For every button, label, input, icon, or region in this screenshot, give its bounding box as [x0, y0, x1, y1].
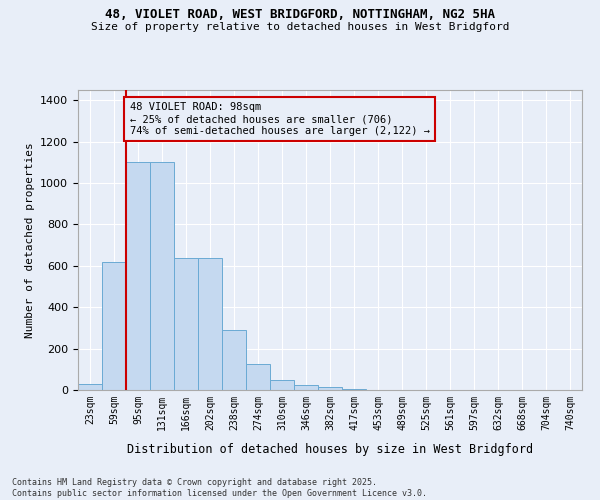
Bar	[222, 330, 246, 390]
Bar	[294, 385, 318, 390]
Bar	[270, 380, 294, 390]
Bar	[102, 262, 126, 390]
Bar	[150, 162, 174, 390]
Y-axis label: Number of detached properties: Number of detached properties	[25, 142, 35, 338]
Bar	[342, 389, 366, 390]
Text: 48, VIOLET ROAD, WEST BRIDGFORD, NOTTINGHAM, NG2 5HA: 48, VIOLET ROAD, WEST BRIDGFORD, NOTTING…	[105, 8, 495, 20]
Text: 48 VIOLET ROAD: 98sqm
← 25% of detached houses are smaller (706)
74% of semi-det: 48 VIOLET ROAD: 98sqm ← 25% of detached …	[130, 102, 430, 136]
Bar	[174, 258, 198, 390]
Text: Size of property relative to detached houses in West Bridgford: Size of property relative to detached ho…	[91, 22, 509, 32]
Text: Contains HM Land Registry data © Crown copyright and database right 2025.
Contai: Contains HM Land Registry data © Crown c…	[12, 478, 427, 498]
Bar	[246, 364, 270, 390]
Text: Distribution of detached houses by size in West Bridgford: Distribution of detached houses by size …	[127, 442, 533, 456]
Bar	[198, 258, 222, 390]
Bar	[126, 162, 150, 390]
Bar	[318, 387, 342, 390]
Bar	[78, 384, 102, 390]
